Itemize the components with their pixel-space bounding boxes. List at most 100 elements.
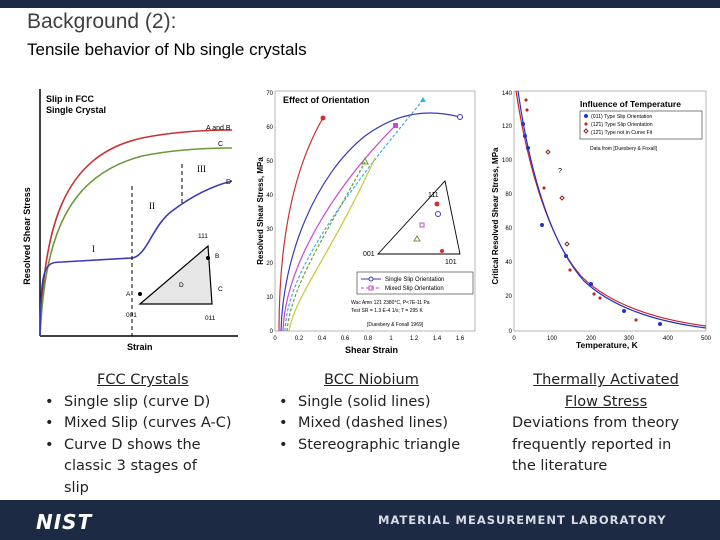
svg-text:1.6: 1.6 — [456, 336, 465, 342]
bcc-yticks: 0 10 20 30 40 50 60 70 — [266, 91, 273, 335]
temp-legend — [579, 110, 703, 140]
bcc-curve-1 — [278, 117, 324, 332]
bcc-legend — [356, 271, 474, 295]
bcc-end-2 — [457, 114, 463, 120]
label-stage-iii: III — [197, 164, 206, 174]
svg-text:0.4: 0.4 — [318, 336, 327, 342]
svg-text:0.2: 0.2 — [295, 336, 304, 342]
caption-temp-line-2: frequently reported in — [512, 436, 672, 453]
svg-text:400: 400 — [663, 336, 674, 342]
bcc-tri-101: 101 — [445, 259, 457, 266]
fcc-xlabel: Strain — [127, 342, 153, 352]
caption-fcc-item-1: Single slip (curve D) — [42, 392, 252, 414]
tri-point-2 — [435, 211, 441, 217]
label-d: D — [226, 179, 231, 186]
caption-temp-line-1: Deviations from theory — [512, 415, 680, 431]
svg-text:0: 0 — [273, 336, 277, 342]
fcc-ylabel: Resolved Shear Stress — [22, 187, 32, 285]
svg-text:70: 70 — [266, 91, 273, 97]
caption-bcc-item-3: Stereographic triangle — [276, 435, 476, 457]
tri-001: 001 — [126, 312, 137, 319]
fcc-title-1: Slip in FCC — [46, 94, 94, 104]
tri-b: B — [215, 253, 219, 260]
caption-fcc-item-2: Mixed Slip (curves A-C) — [42, 413, 252, 435]
temp-fit-blue — [517, 90, 707, 329]
temp-legend-marker-3 — [583, 128, 589, 134]
curve-d — [39, 180, 233, 337]
temp-legend-2: (12̄1) Type Slip Orientation — [591, 122, 653, 128]
svg-text:60: 60 — [266, 125, 273, 131]
bcc-ylabel: Resolved Shear Stress, MPa — [256, 157, 265, 265]
bcc-end-1 — [320, 115, 326, 121]
temp-ylabel: Critical Resolved Shear Stress, MPa — [491, 147, 500, 285]
temp-annotation: ? — [558, 168, 562, 175]
caption-fcc-item-3: Curve D shows the classic 3 stages of sl… — [42, 435, 214, 500]
temp-xlabel: Temperature, K — [576, 340, 639, 350]
svg-text:100: 100 — [502, 158, 513, 164]
fcc-figure: Resolved Shear Stress Slip in FCC Single… — [22, 86, 267, 354]
svg-text:0.6: 0.6 — [341, 336, 350, 342]
bcc-curve-4 — [284, 99, 424, 332]
footer-bar: NIST MATERIAL MEASUREMENT LABORATORY — [0, 500, 720, 540]
svg-text:1.2: 1.2 — [410, 336, 419, 342]
bcc-figure: Resolved Shear Stress, MPa Effect of Ori… — [255, 86, 480, 356]
bcc-note-3: [Duesbery & Foxall 1969] — [367, 322, 424, 328]
svg-text:200: 200 — [586, 336, 597, 342]
caption-temp-line-3: the literature — [512, 458, 608, 474]
slide-title: Background (2): — [27, 10, 177, 33]
bcc-title: Effect of Orientation — [283, 95, 370, 105]
bcc-xticks: 0 0.2 0.4 0.6 0.8 1 1.2 1.4 1.6 — [273, 336, 465, 342]
label-stage-ii: II — [149, 201, 155, 211]
temp-legend-marker-1 — [584, 114, 588, 118]
svg-text:0: 0 — [270, 329, 274, 335]
svg-text:40: 40 — [266, 193, 273, 199]
bcc-curve-6 — [288, 157, 376, 332]
temp-legend-marker-2 — [584, 122, 588, 126]
svg-text:300: 300 — [624, 336, 635, 342]
fcc-title-2: Single Crystal — [46, 105, 106, 115]
temp-xticks: 0 100 200 300 400 500 — [512, 336, 711, 342]
tri-point-3 — [419, 222, 425, 228]
nist-logo: NIST — [36, 510, 93, 534]
curve-c — [39, 147, 233, 337]
svg-text:100: 100 — [547, 336, 558, 342]
bcc-legend-marker-2 — [368, 285, 374, 291]
temp-yticks: 0 20 40 60 80 100 120 140 — [502, 91, 513, 335]
tri-c: C — [218, 286, 223, 293]
svg-text:0: 0 — [512, 336, 516, 342]
caption-fcc: FCC Crystals Single slip (curve D) Mixed… — [42, 370, 252, 499]
svg-text:20: 20 — [505, 294, 512, 300]
bcc-xlabel: Shear Strain — [345, 345, 398, 355]
bcc-legend-marker-1 — [368, 276, 374, 282]
caption-bcc-head: BCC Niobium — [324, 372, 419, 388]
svg-text:1.4: 1.4 — [433, 336, 442, 342]
bcc-end-5 — [361, 156, 369, 165]
temp-points — [521, 98, 662, 326]
bcc-tri-111: 111 — [428, 192, 439, 199]
label-a-and-b: A and B — [206, 125, 231, 132]
slide-subtitle: Tensile behavior of Nb single crystals — [27, 40, 307, 59]
caption-temp-head-2: Flow Stress — [564, 393, 648, 410]
svg-text:120: 120 — [502, 124, 513, 130]
caption-temp-head-1: Thermally Activated — [533, 372, 679, 388]
bcc-legend-mixed: Mixed Slip Orientation — [385, 286, 444, 292]
svg-text:60: 60 — [505, 226, 512, 232]
svg-text:140: 140 — [502, 91, 513, 97]
svg-text:0.8: 0.8 — [364, 336, 373, 342]
caption-temperature: Thermally Activated Flow Stress Deviatio… — [506, 370, 706, 478]
bcc-tri-001: 001 — [363, 251, 375, 258]
caption-bcc-item-2: Mixed (dashed lines) — [276, 413, 476, 435]
temp-title: Influence of Temperature — [580, 99, 681, 109]
fcc-stereo-triangle — [138, 244, 213, 305]
tri-point-1 — [434, 201, 440, 207]
bcc-curve-3 — [282, 125, 396, 332]
temperature-figure: Critical Resolved Shear Stress, MPa 0 20… — [486, 86, 711, 354]
bcc-curve-5 — [286, 161, 366, 332]
bcc-stereo-triangle — [376, 180, 461, 255]
svg-text:0: 0 — [509, 329, 513, 335]
label-c: C — [218, 141, 223, 148]
tri-111: 111 — [198, 233, 208, 240]
svg-text:20: 20 — [266, 261, 273, 267]
svg-text:10: 10 — [266, 295, 273, 301]
bcc-curve-2 — [280, 112, 461, 332]
